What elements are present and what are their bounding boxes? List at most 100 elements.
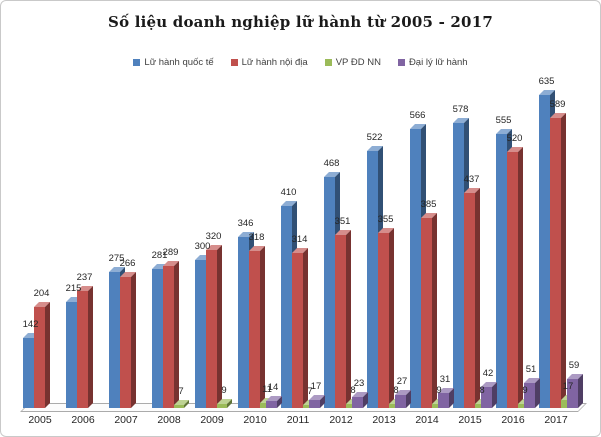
value-label-series1-2015: 437 (463, 174, 480, 185)
bar-series1-2008 (163, 261, 179, 408)
value-label-series0-2009: 300 (194, 241, 211, 252)
bar-front (561, 400, 571, 408)
value-label-series0-2013: 522 (366, 132, 383, 143)
bar-side-face (432, 213, 437, 408)
value-label-series2-2009: 9 (221, 385, 227, 396)
value-label-series1-2007: 266 (119, 258, 136, 269)
bar-front (238, 237, 249, 408)
value-label-series1-2011: 314 (291, 234, 308, 245)
bar-side-face (475, 188, 480, 408)
value-label-series1-2006: 237 (76, 272, 93, 283)
bar-front (260, 403, 270, 408)
bar-front (410, 129, 421, 408)
bar-front (389, 404, 399, 408)
bar-front (518, 404, 528, 408)
legend-swatch-icon (397, 59, 405, 66)
axis-label-2015: 2015 (458, 414, 482, 426)
bar-front (437, 393, 449, 408)
value-label-series0-2008: 281 (151, 250, 168, 261)
axis-label-2017: 2017 (544, 414, 568, 426)
bar-side-face (131, 272, 136, 408)
bar-front (475, 404, 485, 408)
bar-front (394, 395, 406, 408)
axis-label-2006: 2006 (71, 414, 95, 426)
bar-front (378, 233, 389, 408)
value-label-series2-2015: 8 (479, 385, 485, 396)
value-label-series2-2017: 17 (562, 381, 574, 392)
bar-series3-2016 (523, 378, 540, 408)
bar-series2-2016 (518, 399, 533, 408)
legend-swatch-icon (133, 59, 141, 66)
bar-front (421, 218, 432, 408)
axis-label-2009: 2009 (200, 414, 224, 426)
legend-label: Lữ hành quốc tế (144, 57, 214, 68)
value-label-series3-2015: 42 (482, 368, 494, 379)
bar-series2-2008 (174, 400, 189, 408)
bar-side-face (346, 230, 351, 408)
bar-front (453, 123, 464, 408)
axis-label-2007: 2007 (114, 414, 138, 426)
value-label-series2-2011: 7 (307, 386, 313, 397)
bar-series0-2012 (324, 172, 340, 408)
bar-series3-2015 (480, 382, 497, 408)
axis-label-2014: 2014 (415, 414, 439, 426)
bar-series0-2015 (453, 118, 469, 408)
value-label-series0-2005: 142 (22, 319, 39, 330)
value-label-series3-2014: 31 (439, 374, 451, 385)
bar-front (367, 151, 378, 408)
value-label-series2-2014: 9 (436, 385, 442, 396)
bar-series3-2010 (265, 396, 282, 408)
bar-series0-2008 (152, 264, 168, 408)
bar-side-face (491, 382, 497, 408)
bar-series0-2009 (195, 255, 211, 408)
axis-label-2016: 2016 (501, 414, 525, 426)
bar-front (249, 251, 260, 408)
bar-series0-2017 (539, 90, 555, 408)
bar-front (496, 134, 507, 408)
value-label-series0-2011: 410 (280, 187, 297, 198)
value-label-series1-2012: 351 (334, 216, 351, 227)
bar-side-face (303, 248, 308, 408)
bar-front (335, 235, 346, 408)
value-label-series0-2016: 555 (495, 115, 512, 126)
bar-series1-2012 (335, 230, 351, 408)
bar-series1-2017 (550, 113, 566, 408)
bar-side-face (561, 113, 566, 408)
legend-item-rep-office: VP ĐD NN (324, 57, 381, 68)
value-label-series1-2014: 385 (420, 199, 437, 210)
bar-front (480, 387, 492, 408)
bar-series2-2012 (346, 399, 361, 408)
legend-label: VP ĐD NN (335, 57, 381, 68)
bar-front (163, 266, 174, 408)
bar-front (120, 277, 131, 408)
value-label-series1-2009: 320 (205, 231, 222, 242)
bar-series3-2017 (566, 374, 583, 408)
bar-front (464, 193, 475, 408)
legend: Lữ hành quốc tế Lữ hành nội địa VP ĐD NN… (1, 57, 600, 68)
value-label-series3-2012: 23 (353, 378, 365, 389)
value-label-series0-2012: 468 (323, 158, 340, 169)
bar-front (303, 405, 313, 408)
value-label-series1-2008: 289 (162, 247, 179, 258)
axis-label-2011: 2011 (286, 414, 310, 426)
bar-series2-2014 (432, 399, 447, 408)
bar-front (292, 253, 303, 408)
legend-label: Lữ hành nội địa (241, 57, 308, 68)
bar-series3-2012 (351, 392, 368, 408)
bar-series1-2006 (77, 286, 93, 408)
bar-front (217, 404, 227, 408)
legend-swatch-icon (324, 59, 332, 66)
bar-side-face (389, 228, 394, 408)
bar-series1-2016 (507, 147, 523, 408)
bar-front (265, 401, 277, 408)
bar-series0-2010 (238, 232, 254, 408)
bar-side-face (518, 147, 523, 408)
bar-front (550, 118, 561, 408)
bar-series3-2014 (437, 388, 454, 408)
bar-series0-2007 (109, 267, 125, 408)
bar-series0-2016 (496, 129, 512, 408)
bar-front (23, 338, 34, 408)
bar-front (346, 404, 356, 408)
value-label-series2-2010: 11 (262, 384, 272, 395)
